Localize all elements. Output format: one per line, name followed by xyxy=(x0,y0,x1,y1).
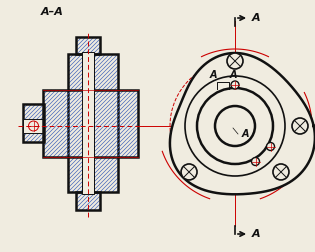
Text: A–A: A–A xyxy=(41,7,63,17)
Circle shape xyxy=(266,142,274,150)
Polygon shape xyxy=(76,37,100,54)
Text: A: A xyxy=(229,70,237,80)
Bar xyxy=(82,90,94,157)
Text: A: A xyxy=(252,229,261,239)
Circle shape xyxy=(251,158,260,166)
Circle shape xyxy=(181,164,197,180)
Circle shape xyxy=(292,118,308,134)
Text: A: A xyxy=(252,13,261,23)
Polygon shape xyxy=(76,192,100,210)
Text: A: A xyxy=(242,129,249,139)
Bar xyxy=(23,119,44,133)
Circle shape xyxy=(231,81,239,89)
Circle shape xyxy=(197,88,273,164)
Polygon shape xyxy=(68,54,118,192)
Text: A: A xyxy=(209,70,217,80)
Polygon shape xyxy=(170,53,315,194)
Circle shape xyxy=(185,76,285,176)
Circle shape xyxy=(215,106,255,146)
Circle shape xyxy=(273,164,289,180)
Bar xyxy=(82,52,94,194)
Circle shape xyxy=(227,53,243,69)
Polygon shape xyxy=(23,104,44,142)
Polygon shape xyxy=(43,90,138,157)
